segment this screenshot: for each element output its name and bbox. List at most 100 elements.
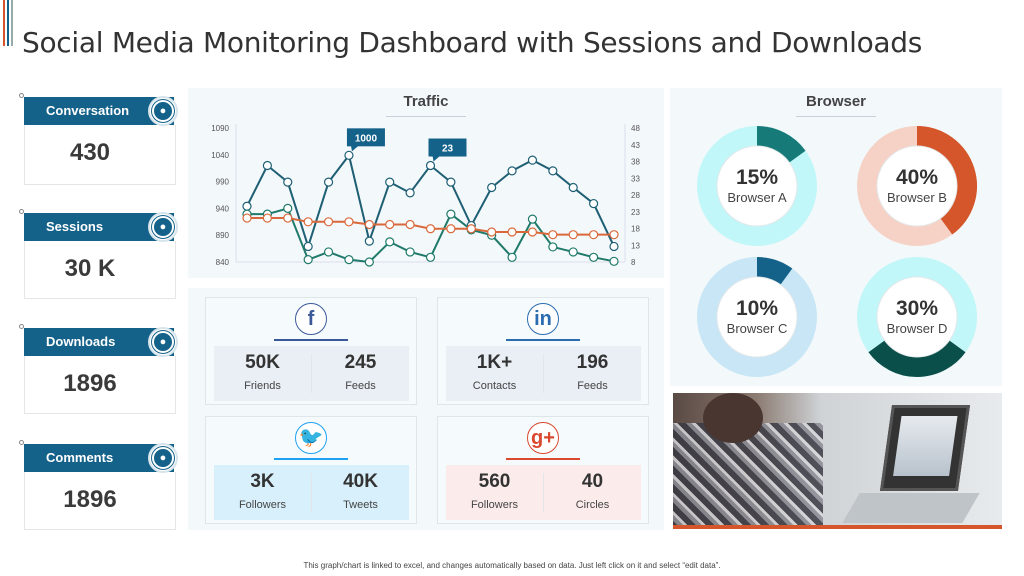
page-title: Social Media Monitoring Dashboard with S…	[22, 26, 923, 59]
stat-label: Feeds	[345, 380, 376, 392]
browser-label: Browser C	[726, 321, 788, 336]
browser-pct: 10%	[735, 297, 779, 320]
kpi-dot	[19, 209, 24, 214]
stat: 1K+ Contacts	[446, 346, 543, 401]
data-point	[527, 214, 538, 224]
stat-value: 40	[581, 471, 604, 492]
kpi-value: 30 K	[24, 241, 176, 299]
stat-value: 560	[478, 471, 511, 492]
data-point	[242, 201, 252, 211]
stat-label: Contacts	[472, 380, 517, 392]
person-shirt	[673, 423, 823, 529]
data-point	[548, 242, 558, 252]
kpi-value: 430	[24, 125, 176, 185]
data-point	[344, 150, 354, 160]
stat: 40 Circles	[544, 465, 641, 520]
stat-label: Feeds	[577, 380, 608, 392]
data-point	[589, 198, 599, 209]
donut-segment	[756, 126, 806, 163]
data-point	[283, 177, 293, 187]
data-point	[589, 230, 599, 240]
data-point	[303, 217, 313, 227]
annotation-label: 1000	[355, 133, 378, 144]
y-tick-left: 1040	[211, 151, 229, 160]
y-tick-left: 890	[216, 231, 230, 240]
stat-value: 245	[344, 352, 377, 373]
kpi-dot	[19, 324, 24, 329]
data-point	[323, 217, 334, 227]
data-point	[344, 217, 354, 227]
cloud-download-icon: ●	[148, 327, 178, 357]
data-point	[568, 182, 578, 193]
title-divider	[796, 116, 876, 117]
y-tick-left: 840	[216, 258, 230, 267]
google-plus-card: g+ 560 Followers 40 Circles	[437, 416, 649, 524]
accent-bar	[3, 0, 5, 46]
y-tick-left: 1090	[211, 124, 229, 133]
data-point	[385, 219, 395, 230]
stat-value: 196	[576, 352, 609, 373]
traffic-chart: 1090 1040 990 940 890 840 48 43 38 33 28 23 18 13 8 100…	[211, 124, 640, 267]
data-point	[425, 252, 436, 262]
stat: 196 Feeds	[544, 346, 641, 401]
accent-bar	[7, 0, 9, 46]
stat-label: Tweets	[343, 499, 378, 511]
stat-value: 50K	[245, 352, 280, 373]
stat-value: 3K	[250, 471, 275, 492]
stat: 40K Tweets	[312, 465, 409, 520]
accent-bar	[11, 0, 13, 46]
twitter-icon[interactable]: 🐦	[295, 422, 327, 454]
stat-label: Followers	[470, 499, 519, 511]
stat-label: Friends	[244, 380, 281, 392]
donut-center	[716, 145, 798, 227]
browser-pct: 15%	[735, 166, 779, 189]
y-tick-right: 13	[631, 241, 640, 250]
annotation-label: 23	[442, 144, 454, 155]
facebook-icon[interactable]: f	[295, 303, 327, 335]
data-point	[405, 247, 415, 257]
y-tick-left: 990	[216, 178, 230, 187]
data-point	[446, 177, 456, 187]
stats: 560 Followers 40 Circles	[446, 465, 641, 520]
stats: 50K Friends 245 Feeds	[214, 346, 409, 401]
donut-segment	[868, 340, 966, 377]
title-divider	[386, 116, 466, 117]
stat-value: 40K	[343, 471, 378, 492]
browser-pct: 30%	[895, 297, 939, 320]
data-point	[283, 203, 293, 213]
stat-value: 1K+	[476, 352, 513, 373]
kpi-value: 1896	[24, 356, 176, 414]
divider	[506, 339, 580, 341]
y-tick-right: 38	[631, 158, 640, 167]
divider	[506, 458, 580, 460]
data-point	[507, 252, 517, 262]
data-point	[262, 213, 272, 223]
stats: 3K Followers 40K Tweets	[214, 465, 409, 520]
donut-browser-b	[857, 126, 977, 246]
stat: 3K Followers	[214, 465, 311, 520]
stat: 560 Followers	[446, 465, 543, 520]
money-hand-icon: ●	[148, 96, 178, 126]
data-point	[466, 224, 476, 234]
donut-browser-c	[697, 257, 817, 377]
data-point	[425, 160, 436, 171]
google-plus-icon[interactable]: g+	[527, 422, 559, 454]
browser-title: Browser	[805, 93, 867, 110]
data-point	[589, 252, 599, 262]
kpi-dot	[19, 93, 24, 98]
annotation-box	[346, 128, 385, 147]
y-tick-right: 43	[631, 141, 640, 150]
stats: 1K+ Contacts 196 Feeds	[446, 346, 641, 401]
divider	[274, 339, 348, 341]
data-point	[385, 237, 395, 247]
data-point	[507, 227, 517, 237]
data-point	[364, 257, 374, 267]
linkedin-icon[interactable]: in	[527, 303, 559, 335]
data-point	[405, 188, 415, 198]
facebook-card: f 50K Friends 245 Feeds	[205, 297, 417, 405]
browser-label: Browser D	[886, 321, 948, 336]
donut-center	[876, 145, 958, 227]
traffic-panel: Traffic	[188, 88, 664, 278]
data-point	[527, 155, 538, 165]
data-point	[487, 182, 497, 193]
